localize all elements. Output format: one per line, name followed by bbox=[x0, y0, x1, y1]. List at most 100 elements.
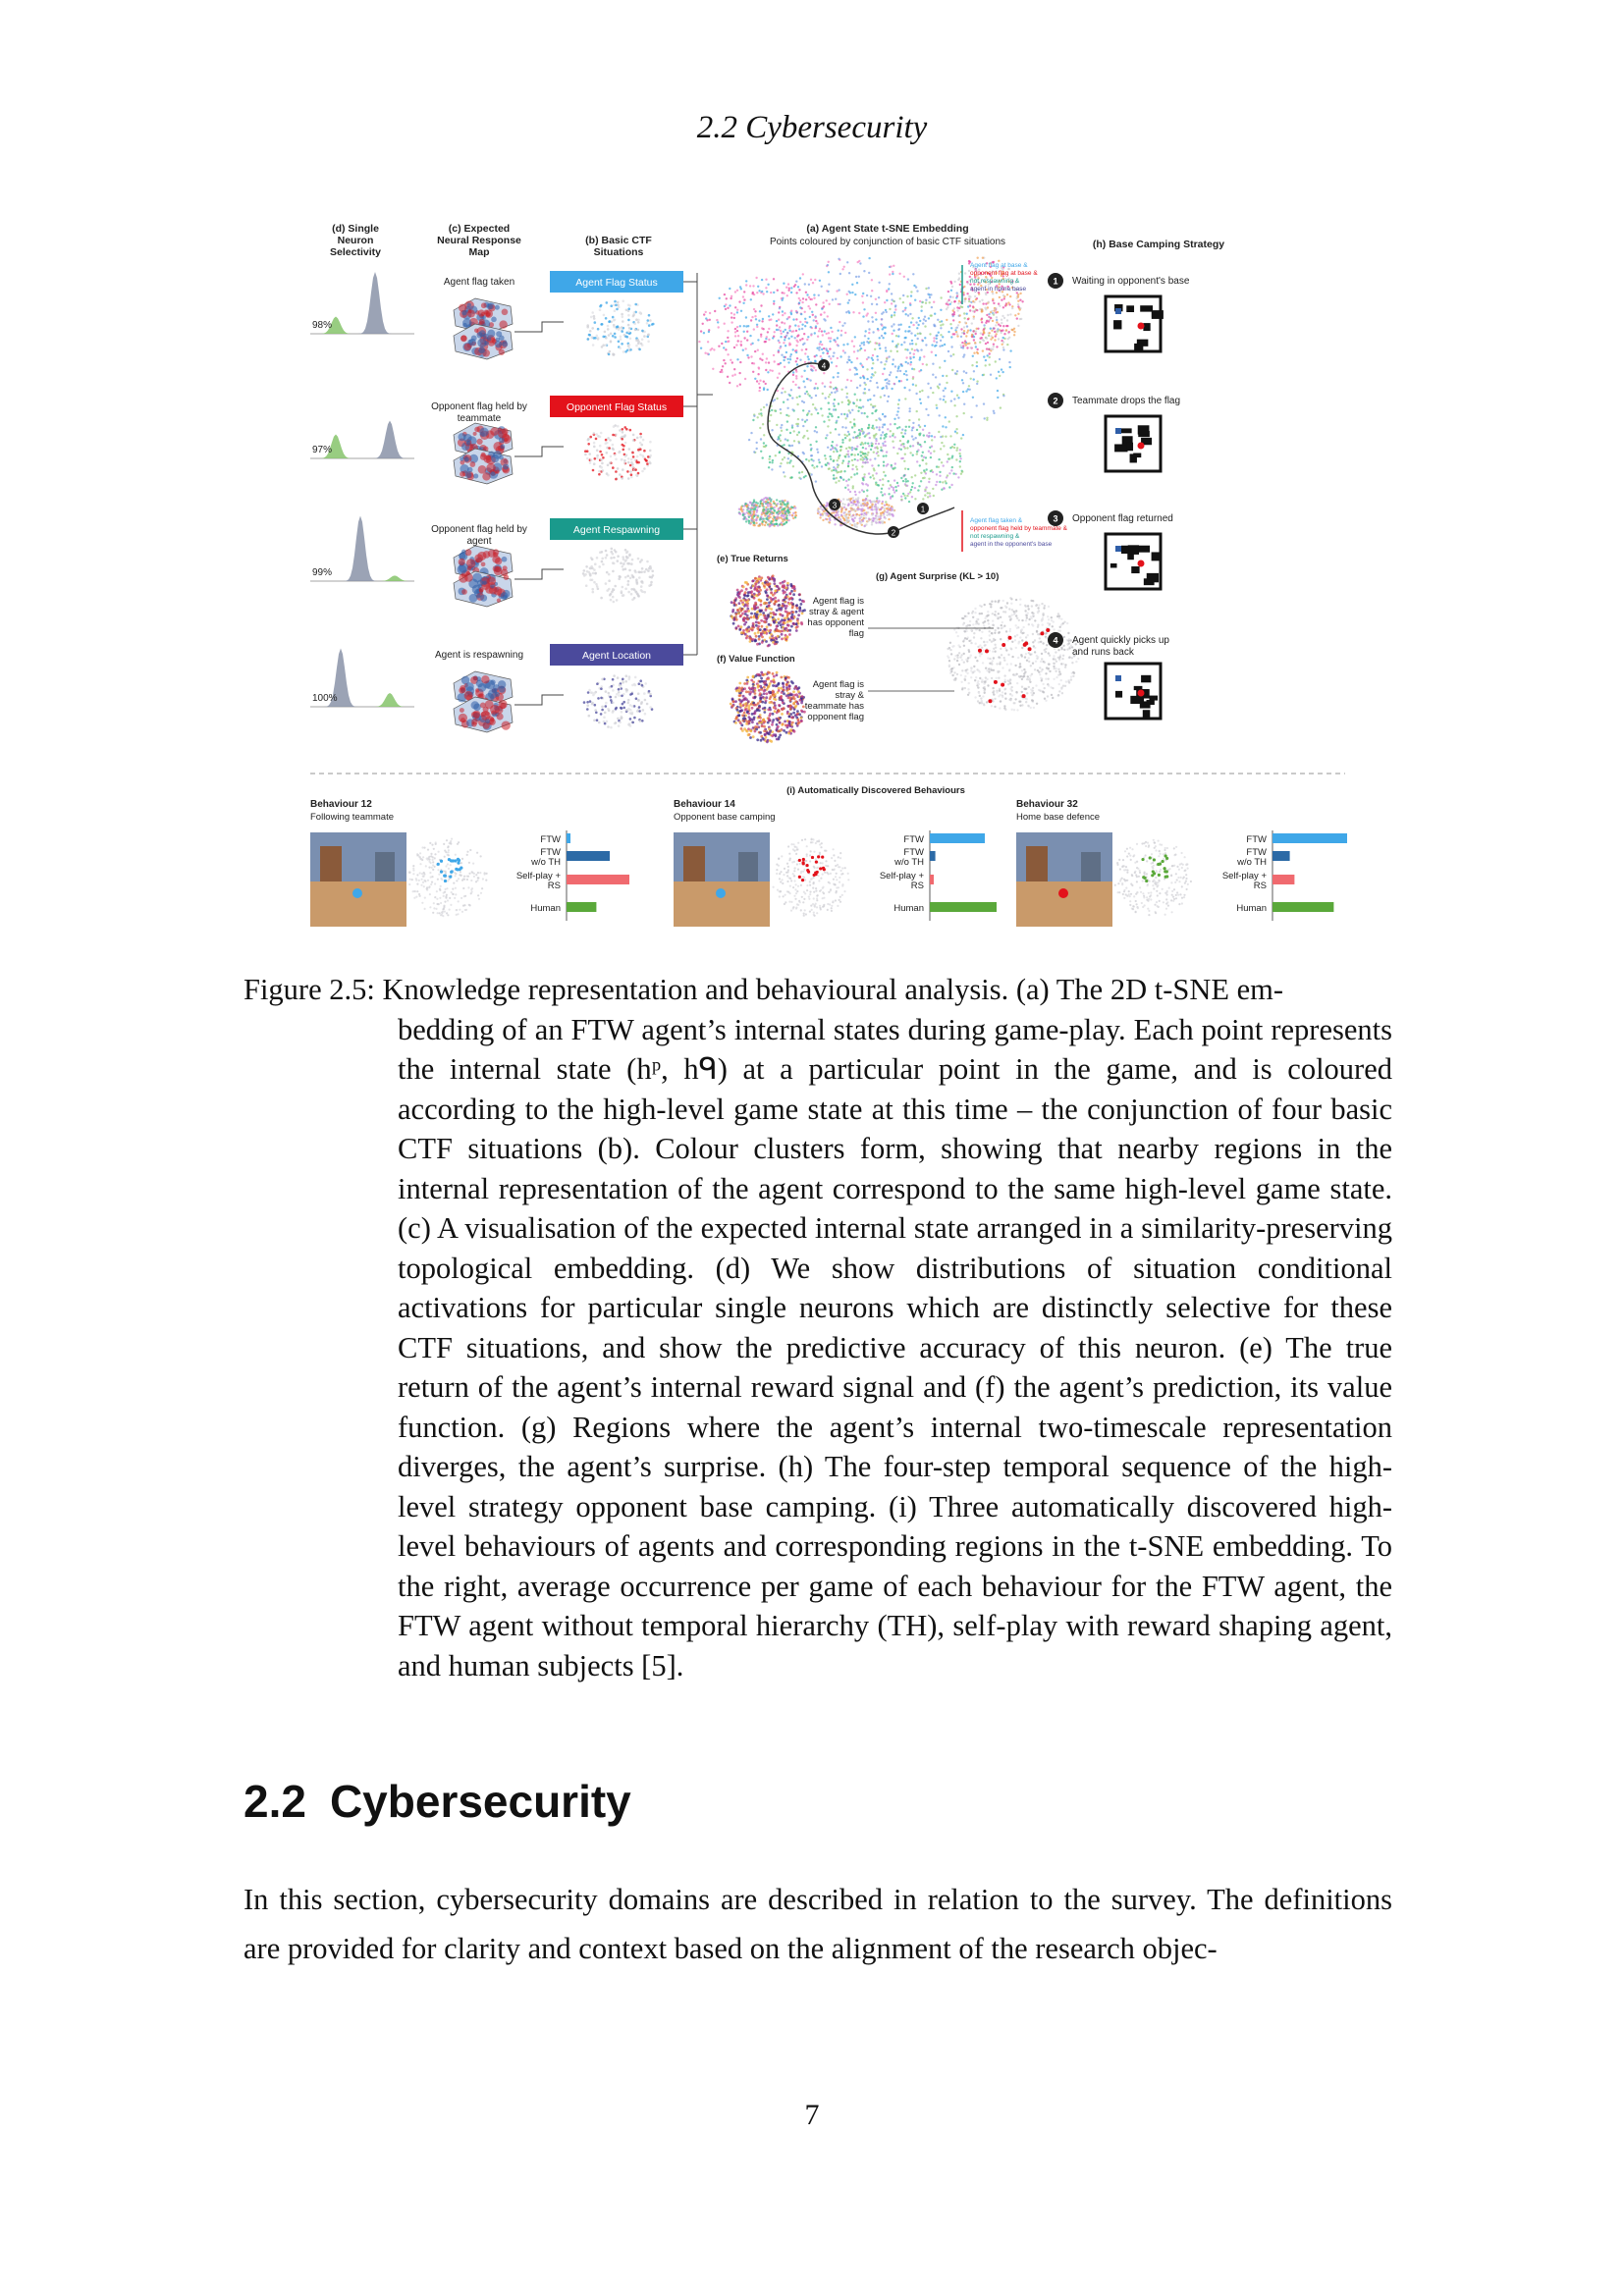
tsne-point bbox=[898, 439, 902, 443]
tsne-point bbox=[880, 361, 883, 364]
tsne-point bbox=[871, 474, 875, 477]
cloud-point bbox=[741, 694, 745, 698]
cloud-point bbox=[793, 706, 797, 709]
cloud-point bbox=[762, 685, 766, 689]
tsne-point bbox=[859, 362, 862, 365]
tsne-point bbox=[893, 491, 896, 494]
map-blob bbox=[474, 328, 479, 333]
tsne-point bbox=[768, 460, 772, 464]
tsne-point bbox=[1002, 316, 1006, 320]
tsne-point bbox=[841, 459, 845, 462]
tsne-point bbox=[882, 483, 885, 487]
tsne-point bbox=[791, 397, 794, 400]
tsne-point bbox=[935, 465, 939, 468]
tsne-point bbox=[899, 323, 902, 326]
cloud-point bbox=[798, 598, 802, 602]
cloud-point bbox=[624, 680, 627, 683]
tsne-point bbox=[950, 456, 953, 459]
tsne-point bbox=[922, 434, 925, 437]
tsne-point bbox=[1020, 317, 1023, 321]
tsne-point bbox=[752, 328, 755, 331]
tsne-point bbox=[1015, 317, 1018, 320]
tsne-point bbox=[804, 317, 807, 320]
tsne-point bbox=[835, 481, 838, 484]
tsne-point bbox=[988, 312, 991, 316]
tsne-point bbox=[809, 444, 812, 447]
tsne-point bbox=[840, 400, 843, 403]
tsne-point bbox=[797, 440, 800, 444]
tsne-point bbox=[785, 294, 788, 297]
cloud-point bbox=[621, 564, 624, 568]
tsne-point bbox=[883, 513, 886, 517]
map-blob bbox=[466, 302, 472, 308]
tsne-point bbox=[939, 345, 942, 347]
tsne-point bbox=[933, 436, 937, 439]
tsne-point bbox=[766, 331, 770, 334]
tsne-point bbox=[866, 368, 869, 371]
tsne-point bbox=[915, 428, 919, 432]
cloud-point bbox=[607, 437, 610, 440]
tsne-point bbox=[779, 500, 782, 503]
cloud-point bbox=[785, 680, 789, 684]
tsne-point bbox=[864, 453, 867, 455]
tsne-point bbox=[984, 292, 988, 294]
tsne-point bbox=[839, 320, 841, 324]
cloud-point bbox=[608, 447, 611, 450]
tsne-point bbox=[963, 353, 966, 356]
tsne-point bbox=[963, 300, 966, 303]
tsne-point bbox=[894, 376, 898, 379]
cloud-point bbox=[770, 638, 773, 642]
tsne-point bbox=[958, 452, 961, 455]
tsne-point bbox=[796, 286, 800, 289]
cloud-point bbox=[797, 614, 800, 617]
tsne-point bbox=[825, 332, 828, 336]
tsne-point bbox=[892, 440, 894, 443]
cloud-point bbox=[754, 585, 757, 588]
tsne-point bbox=[855, 436, 859, 440]
tsne-point bbox=[758, 412, 761, 415]
cloud-point bbox=[637, 448, 640, 452]
tsne-point bbox=[857, 406, 861, 409]
tsne-point bbox=[783, 342, 785, 345]
tsne-point bbox=[861, 301, 865, 304]
tsne-point bbox=[880, 507, 884, 509]
tsne-point bbox=[924, 494, 927, 497]
cloud-point bbox=[604, 438, 608, 442]
tsne-point bbox=[806, 393, 810, 396]
tsne-point bbox=[861, 430, 864, 433]
cloud-point bbox=[601, 677, 604, 681]
tsne-point bbox=[778, 326, 782, 329]
tsne-point bbox=[838, 456, 840, 460]
cloud-point bbox=[738, 694, 742, 697]
tsne-point bbox=[885, 501, 888, 504]
cloud-point bbox=[620, 707, 623, 710]
cloud-point bbox=[625, 427, 628, 431]
cloud-point bbox=[787, 612, 791, 615]
tsne-point bbox=[895, 349, 899, 353]
tsne-point bbox=[993, 301, 996, 305]
tsne-point bbox=[943, 445, 946, 448]
tsne-point bbox=[992, 345, 995, 348]
tsne-point bbox=[767, 466, 771, 469]
tsne-point bbox=[897, 406, 900, 409]
tsne-point bbox=[965, 312, 968, 315]
tsne-point bbox=[851, 463, 854, 467]
tsne-point bbox=[901, 300, 905, 304]
cloud-point bbox=[735, 686, 739, 690]
tsne-point bbox=[918, 425, 922, 429]
map-blob bbox=[499, 320, 508, 329]
cloud-point bbox=[617, 717, 620, 721]
tsne-point bbox=[796, 454, 800, 458]
tsne-point bbox=[893, 329, 895, 332]
cloud-point bbox=[759, 731, 762, 734]
tsne-point bbox=[915, 453, 918, 455]
tsne-point bbox=[957, 272, 961, 275]
tsne-point bbox=[846, 450, 849, 453]
tsne-point bbox=[733, 291, 737, 294]
tsne-point bbox=[853, 373, 857, 376]
cloud-point bbox=[627, 307, 630, 310]
tsne-point bbox=[928, 477, 931, 480]
tsne-point bbox=[809, 449, 813, 452]
tsne-point bbox=[892, 514, 894, 517]
cloud-point bbox=[798, 698, 802, 702]
